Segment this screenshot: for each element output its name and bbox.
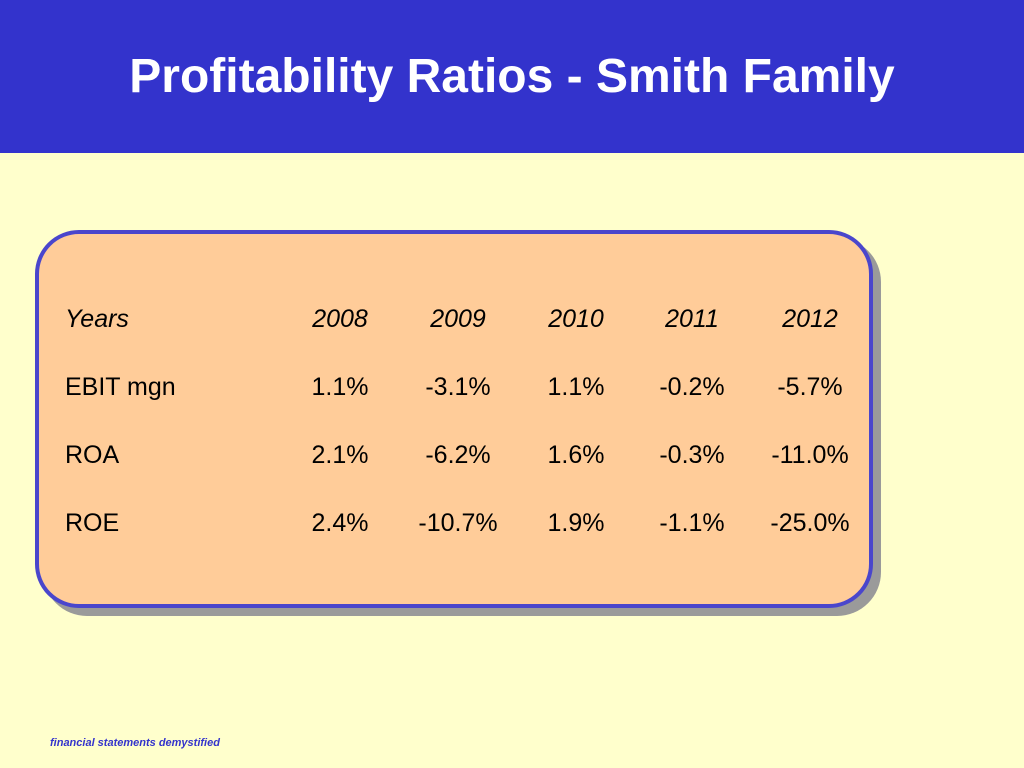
roa-2010: 1.6% [547, 441, 605, 469]
row-label-roe: ROE [65, 509, 120, 537]
row-label-roa: ROA [65, 441, 120, 469]
ebit-mgn-2009: -3.1% [425, 373, 491, 401]
header-years-label: Years [65, 305, 129, 333]
roe-2009: -10.7% [418, 509, 498, 537]
ebit-mgn-2011: -0.2% [659, 373, 725, 401]
roa-2012: -11.0% [771, 441, 849, 469]
roe-2012: -25.0% [770, 509, 850, 537]
header-year-2010: 2010 [548, 305, 604, 333]
footer-caption: financial statements demystified [50, 737, 220, 749]
roa-2008: 2.1% [311, 441, 369, 469]
table-row-ebit-mgn: EBIT mgn 1.1% -3.1% 1.1% -0.2% -5.7% [39, 370, 869, 404]
ratios-table-card: Years 2008 2009 2010 2011 2012 EBIT mgn … [35, 230, 873, 608]
table-header-row: Years 2008 2009 2010 2011 2012 [39, 302, 869, 336]
ebit-mgn-2010: 1.1% [547, 373, 605, 401]
roa-2011: -0.3% [659, 441, 725, 469]
header-year-2008: 2008 [312, 305, 368, 333]
ebit-mgn-2008: 1.1% [311, 373, 369, 401]
ebit-mgn-2012: -5.7% [777, 373, 843, 401]
row-label-ebit-mgn: EBIT mgn [65, 373, 176, 401]
roe-2008: 2.4% [311, 509, 369, 537]
roe-2010: 1.9% [547, 509, 605, 537]
roe-2011: -1.1% [659, 509, 725, 537]
table-row-roa: ROA 2.1% -6.2% 1.6% -0.3% -11.0% [39, 438, 869, 472]
header-year-2012: 2012 [782, 305, 838, 333]
header-year-2011: 2011 [665, 305, 719, 333]
slide-title: Profitability Ratios - Smith Family [129, 50, 895, 103]
roa-2009: -6.2% [425, 441, 491, 469]
table-row-roe: ROE 2.4% -10.7% 1.9% -1.1% -25.0% [39, 506, 869, 540]
header-year-2009: 2009 [430, 305, 486, 333]
title-bar [0, 0, 1024, 153]
